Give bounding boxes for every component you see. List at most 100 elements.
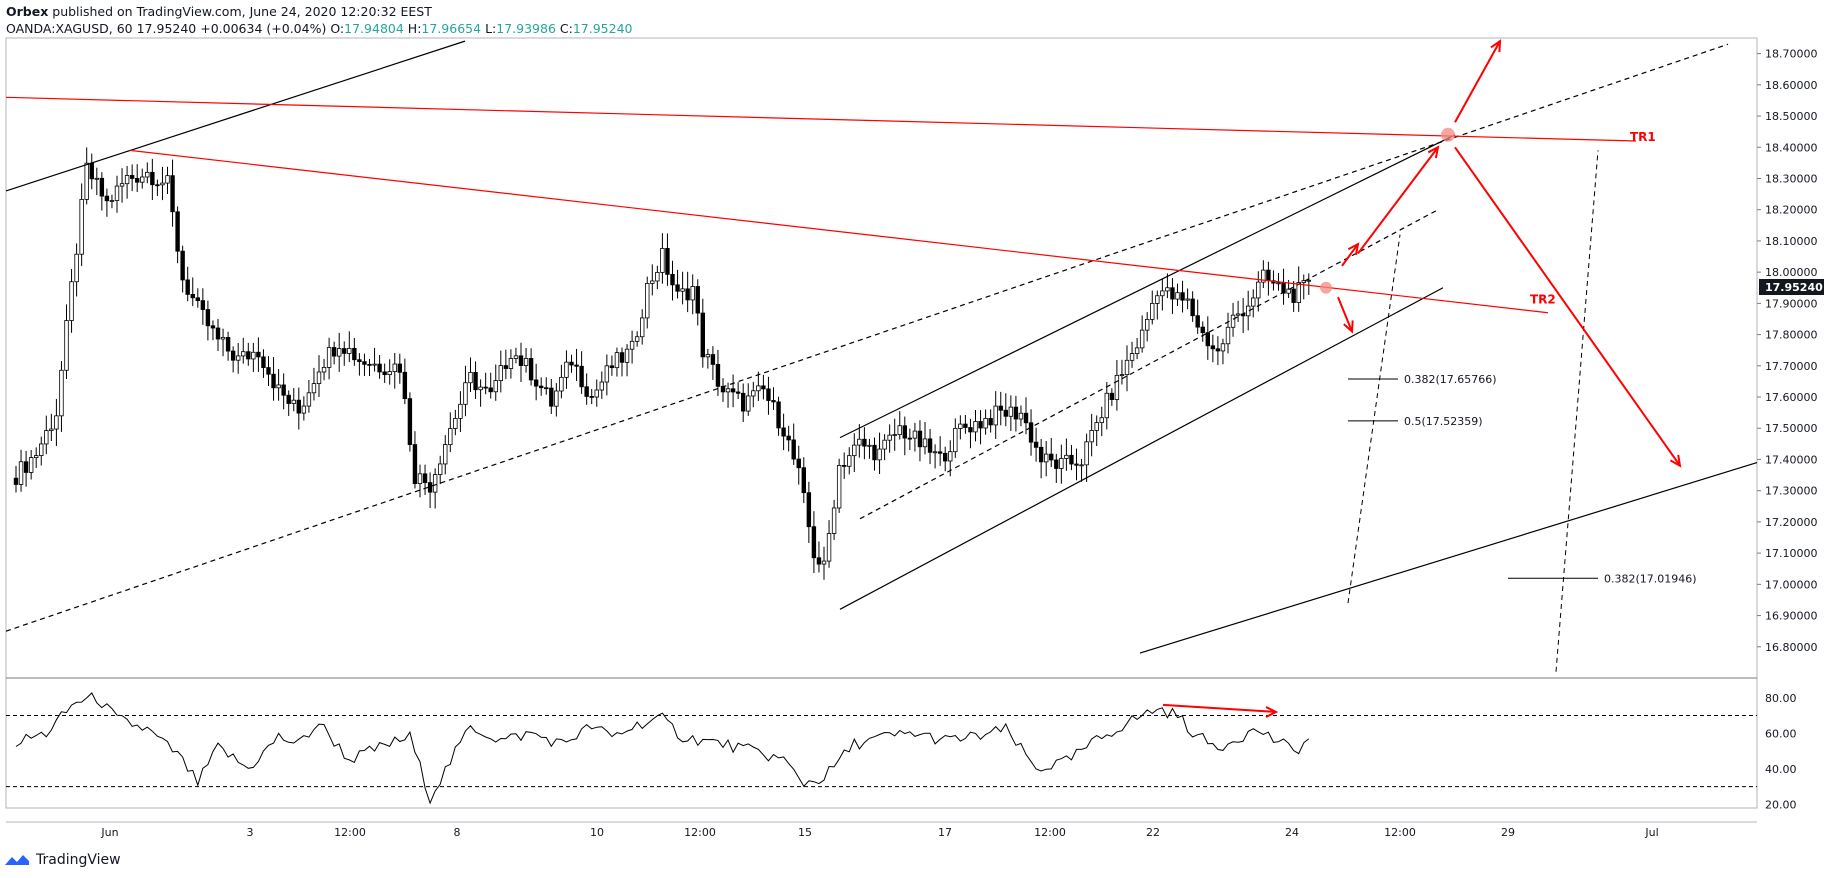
candle (791, 423, 796, 465)
candle (1230, 302, 1236, 337)
candle-body (1099, 417, 1104, 424)
candle-body (877, 448, 882, 461)
candle (1281, 268, 1286, 305)
candle-body (1069, 454, 1074, 465)
candle (49, 413, 54, 441)
candle-body (134, 178, 140, 183)
candle (1109, 388, 1115, 406)
candle-body (357, 359, 362, 363)
candle (235, 343, 241, 374)
candle-body (751, 390, 756, 397)
rsi-divergence-line (1162, 703, 1277, 713)
candle-body (140, 176, 145, 183)
candle (256, 337, 261, 372)
candle (1013, 395, 1019, 432)
candle (230, 346, 236, 373)
candle (771, 387, 776, 411)
time-tick-label: 22 (1146, 826, 1160, 839)
candle (443, 435, 448, 475)
candle (18, 449, 24, 492)
bull-arrow-target-head (1427, 145, 1440, 159)
candle (468, 357, 473, 393)
candle-body (1084, 441, 1089, 466)
close-label: C: (559, 21, 573, 36)
candle (478, 379, 483, 407)
candle-body (796, 458, 801, 469)
candle-body (948, 451, 953, 462)
candle-body (316, 371, 322, 385)
rising-channel-midline (859, 209, 1439, 520)
candle (1185, 288, 1190, 310)
candle (145, 162, 150, 184)
candle (1306, 273, 1311, 295)
candle (336, 332, 342, 372)
candle (1059, 444, 1064, 484)
candle (751, 381, 756, 408)
rsi-tick-label: 20.00 (1765, 798, 1797, 811)
publisher-name[interactable]: Orbex (6, 4, 49, 19)
candle-body (1064, 454, 1069, 459)
candle-body (599, 381, 604, 391)
candle (539, 377, 544, 396)
candle-body (1145, 318, 1150, 331)
candle (609, 355, 615, 376)
candle (1033, 427, 1039, 462)
price-tick-label: 18.20000 (1765, 204, 1818, 217)
candle-body (776, 401, 781, 429)
candle (372, 347, 377, 372)
candle (518, 342, 524, 383)
candle (1089, 413, 1094, 457)
candle-body (69, 281, 74, 321)
candle (1134, 338, 1140, 360)
tradingview-footer[interactable]: TradingView (4, 852, 121, 868)
candle (549, 378, 554, 415)
candle-body (1139, 329, 1145, 349)
candle-body (377, 363, 382, 373)
candle-body (882, 439, 887, 450)
candle-body (432, 474, 438, 493)
last-price: 17.95240 (136, 21, 197, 36)
candle-body (311, 383, 317, 394)
candle (427, 472, 433, 508)
candle-body (998, 405, 1003, 411)
candle (44, 415, 49, 455)
candle (311, 367, 317, 401)
candle (877, 432, 882, 474)
candle (1145, 312, 1150, 342)
time-tick-label: 12:00 (334, 826, 366, 839)
candle (1170, 278, 1175, 314)
rsi-tick-label: 80.00 (1765, 692, 1797, 705)
candle-body (498, 365, 503, 382)
time-tick-label: 8 (454, 826, 461, 839)
candle-body (619, 352, 625, 363)
candle-body (892, 434, 897, 436)
symbol-label[interactable]: OANDA:XAGUSD, 60 (6, 21, 133, 36)
projection-dashed-1 (1347, 234, 1401, 604)
candle (34, 447, 39, 469)
candle-body (1190, 298, 1195, 317)
candle (362, 353, 367, 376)
candle-body (589, 396, 594, 398)
candle (493, 364, 498, 401)
trendline-tr2 (129, 149, 1549, 314)
candle-body (185, 279, 190, 295)
candle-body (74, 253, 79, 283)
candle-body (1296, 282, 1301, 303)
candle (175, 206, 180, 264)
candle-body (685, 288, 690, 301)
candle-body (1074, 463, 1079, 466)
candle (422, 464, 428, 495)
candle (1225, 312, 1231, 354)
candle (69, 269, 74, 333)
price-tick-label: 16.80000 (1765, 641, 1818, 654)
candle (276, 369, 281, 401)
candle (1266, 261, 1271, 296)
candle-body (478, 386, 483, 391)
candle-body (453, 418, 458, 429)
candle (437, 455, 443, 485)
candle (357, 353, 362, 376)
candle-body (922, 438, 928, 448)
candle-body (261, 356, 266, 368)
candle-body (988, 418, 993, 426)
